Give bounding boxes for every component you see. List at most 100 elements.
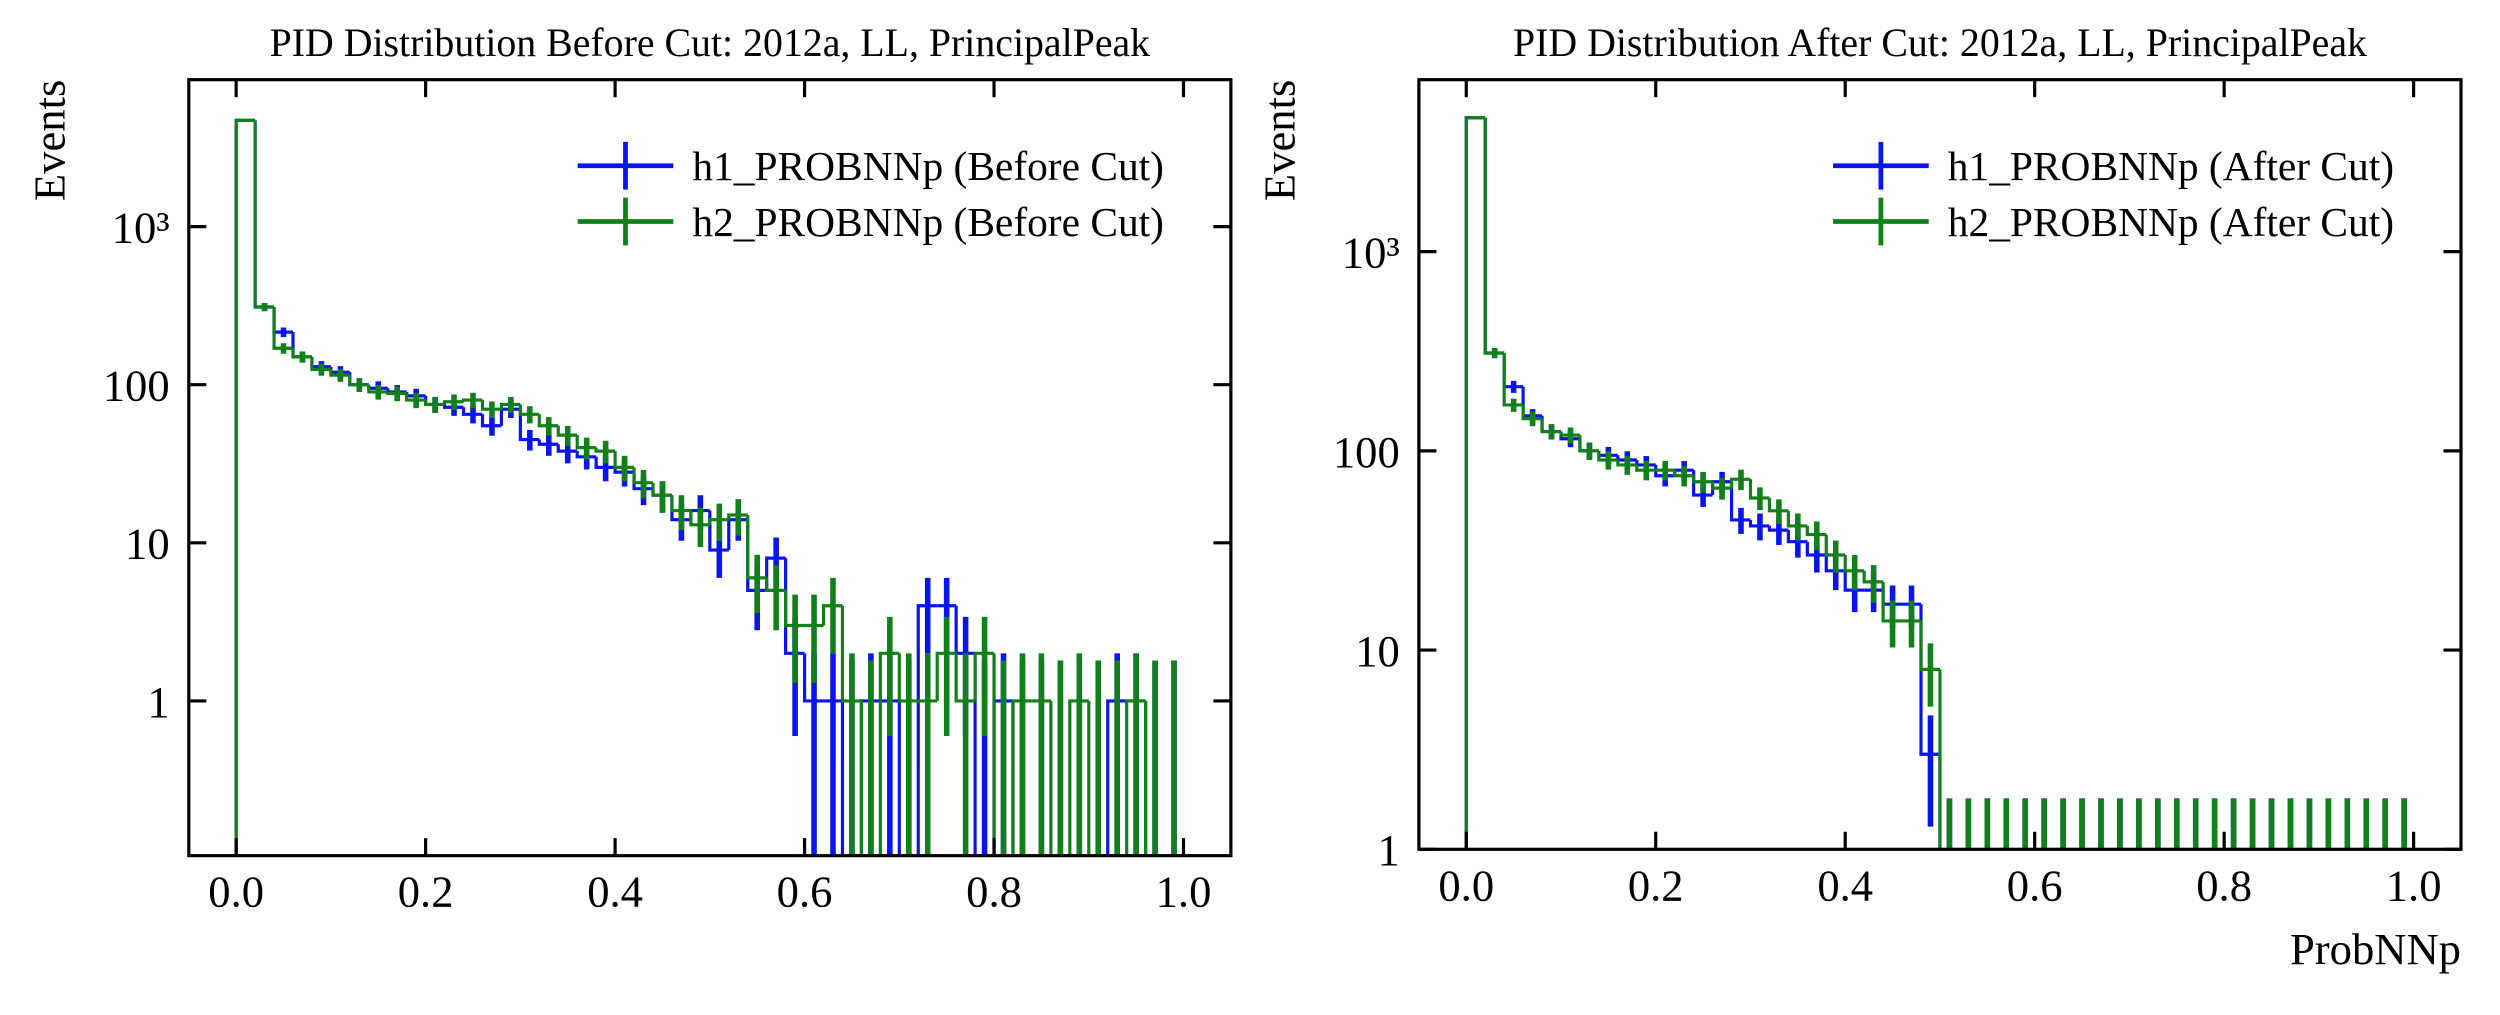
axes-frame xyxy=(1417,78,2463,851)
histogram-bin xyxy=(1824,534,1846,557)
histogram-bin xyxy=(935,651,957,701)
histogram-bin xyxy=(329,369,350,377)
histogram-bin xyxy=(727,513,748,520)
histogram-bin xyxy=(1673,470,1694,478)
histogram-bin xyxy=(1578,435,1599,453)
y-tick-label: 100 xyxy=(103,361,170,411)
histogram-bin xyxy=(1087,700,1091,856)
histogram-bin xyxy=(594,456,616,469)
histogram-bin xyxy=(1805,525,1827,537)
histogram-bin xyxy=(1767,497,1789,513)
histogram-bin xyxy=(1616,459,1637,467)
histogram-bin xyxy=(480,414,502,428)
histogram-bin xyxy=(670,495,691,513)
legend-label: h2_PROBNNp (After Cut) xyxy=(1948,199,2394,246)
histogram-bin xyxy=(272,307,293,350)
histogram-bin xyxy=(821,604,843,626)
histogram-bin xyxy=(613,451,635,469)
histogram-bin xyxy=(1049,700,1053,856)
legend-label: h1_PROBNNp (Before Cut) xyxy=(692,143,1164,190)
axes-frame xyxy=(187,78,1233,858)
x-tick-label: 0.4 xyxy=(587,867,643,917)
histogram-bin xyxy=(708,518,729,525)
histogram-bin xyxy=(1748,479,1770,500)
histogram-bin xyxy=(367,384,388,394)
histogram-bin xyxy=(1106,699,1127,856)
histogram-bin xyxy=(1464,116,1486,850)
histogram-bin xyxy=(480,400,502,411)
histogram-bin xyxy=(1011,699,1032,856)
histogram-bin xyxy=(1635,464,1656,472)
histogram-bin xyxy=(765,577,786,592)
x-tick-label: 0.8 xyxy=(966,867,1022,917)
histogram-bin xyxy=(310,356,331,371)
histogram-bin xyxy=(1654,464,1675,478)
histogram-bin xyxy=(973,651,995,701)
histogram-bin xyxy=(461,407,483,416)
x-tick-label: 1.0 xyxy=(1156,867,1212,917)
x-tick-label: 0.4 xyxy=(1817,860,1873,910)
histogram-bin xyxy=(518,404,540,416)
histogram-bin xyxy=(802,653,824,703)
histogram-bin xyxy=(1843,570,1865,592)
x-tick-label: 0.6 xyxy=(777,867,833,917)
histogram-bin xyxy=(1068,699,1089,856)
histogram-bin xyxy=(973,653,977,856)
y-tick-label: 10 xyxy=(1355,626,1400,676)
histogram-bin xyxy=(556,444,578,453)
histogram-bin xyxy=(1144,700,1148,856)
histogram-bin xyxy=(291,348,312,359)
histogram-bin xyxy=(1786,510,1808,528)
legend-label: h2_PROBNNp (Before Cut) xyxy=(692,199,1164,246)
histogram-bin xyxy=(916,604,938,856)
y-tick-label: 10³ xyxy=(1342,228,1400,278)
x-tick-label: 0.2 xyxy=(398,867,454,917)
histogram-bin xyxy=(461,398,483,402)
histogram-bin xyxy=(1862,570,1884,584)
histogram-bin xyxy=(632,467,653,485)
legend-label: h1_PROBNNp (After Cut) xyxy=(1948,143,2394,190)
histogram-bin xyxy=(1786,530,1808,544)
y-tick-label: 10³ xyxy=(112,203,170,253)
histogram-bin xyxy=(594,447,616,453)
x-tick-label: 0.8 xyxy=(2196,860,2252,910)
histogram-bin xyxy=(746,514,767,580)
histogram-bin xyxy=(954,653,976,703)
histogram-bin xyxy=(348,375,369,387)
histogram-bin xyxy=(575,451,597,459)
histogram-bin xyxy=(1767,525,1789,532)
histogram-bin xyxy=(499,402,521,410)
x-tick-label: 0.0 xyxy=(208,867,264,917)
plot-area xyxy=(234,118,1177,856)
histogram-bin xyxy=(234,118,256,856)
y-tick-label: 1 xyxy=(147,677,169,727)
histogram-bin xyxy=(1805,541,1827,557)
histogram-bin xyxy=(386,391,407,396)
histogram-bin xyxy=(1710,480,1732,496)
histogram-bin xyxy=(992,653,996,856)
series xyxy=(234,118,1177,856)
histogram-bin xyxy=(1881,581,1903,623)
histogram-bin xyxy=(651,482,672,497)
histogram-bin xyxy=(405,393,426,402)
x-tick-label: 0.2 xyxy=(1628,860,1684,910)
chart-title: PID Distribution After Cut: 2012a, LL, P… xyxy=(1513,21,2367,65)
histogram-bin xyxy=(1710,481,1732,490)
histogram-bin xyxy=(1824,555,1846,573)
histogram-bin xyxy=(878,651,900,856)
histogram-bin xyxy=(689,510,710,527)
histogram-bin xyxy=(537,439,559,446)
histogram-bin xyxy=(1597,450,1618,462)
y-tick-label: 100 xyxy=(1333,427,1400,477)
histogram-bin xyxy=(897,700,901,856)
x-tick-label: 1.0 xyxy=(2386,860,2442,910)
histogram-bin xyxy=(1540,418,1562,434)
histogram-bin xyxy=(253,120,275,309)
histogram-bin xyxy=(1748,519,1770,528)
y-tick-label: 1 xyxy=(1377,825,1399,875)
chart-title: PID Distribution Before Cut: 2012a, LL, … xyxy=(270,21,1151,65)
histogram-bin xyxy=(1729,481,1751,522)
histogram-bin xyxy=(1692,475,1713,484)
